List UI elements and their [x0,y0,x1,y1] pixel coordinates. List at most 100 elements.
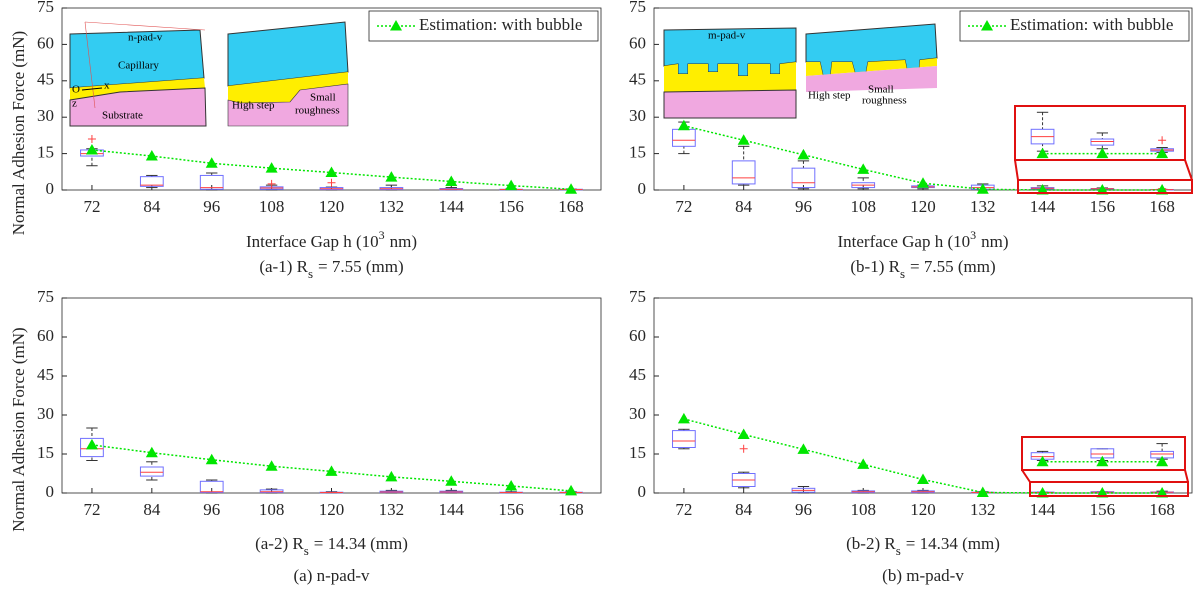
panel: 0 15 30 45 60 75 72 84 96 108 120 132 144 156 168 (b-2)… [629,287,1193,585]
estimate-marker [677,119,690,131]
box [791,167,816,189]
y-tick-label: 45 [37,365,54,384]
y-tick-label: 0 [638,179,647,198]
y-tick-label: 0 [46,482,55,501]
inset-m-pad-v: m-pad-v High step Small roughness [663,23,938,119]
x-tick-label: 84 [735,197,753,216]
y-tick-label: 75 [37,0,54,16]
estimate-marker [1156,147,1169,159]
x-tick-label: 144 [439,197,465,216]
estimate-marker [917,473,929,484]
x-tick-label: 84 [735,500,753,519]
y-tick-label: 60 [37,33,54,52]
x-tick-label: 72 [83,500,100,519]
estimate-marker [1096,147,1109,159]
inset-label: n-pad-v [128,32,163,44]
inset-label: roughness [862,95,907,107]
x-tick-label: 132 [970,197,996,216]
legend [368,10,599,42]
x-tick-label: 72 [83,197,100,216]
inset-label: High step [808,90,851,102]
x-tick-label: 120 [319,197,345,216]
x-tick-label: 96 [795,197,812,216]
estimate-marker [265,460,278,471]
x-tick-label: 72 [675,197,692,216]
estimate-marker [737,134,750,145]
y-tick-label: 75 [629,0,646,16]
estimate-marker [505,179,518,191]
y-tick-label: 15 [37,143,54,162]
y-tick-label: 45 [37,70,54,89]
estimate-marker [917,177,929,188]
estimate-marker [445,175,458,187]
panel-caption: (a) n-pad-v [294,566,370,585]
inset-label: roughness [295,105,340,117]
y-tick-label: 15 [629,143,646,162]
y-tick-label: 30 [629,106,646,125]
caption-sub: s [896,543,901,558]
zoom-source [1017,179,1193,194]
x-tick-label: 132 [379,500,405,519]
outlier [327,178,336,187]
x-tick-label: 168 [1149,197,1175,216]
box [731,160,756,185]
estimate-marker [976,486,989,497]
outlier [87,135,96,144]
panel-caption: (b) m-pad-v [882,566,964,585]
inset-label: m-pad-v [708,30,746,42]
x-tick-label: 84 [143,500,161,519]
box [139,466,164,477]
x-tick-label: 168 [558,197,584,216]
x-label-text: nm) [390,232,417,251]
x-tick-label: 96 [203,197,220,216]
outlier [267,179,276,188]
y-tick-label: 30 [37,404,54,423]
box [672,430,696,449]
x-tick-label: 156 [1090,500,1116,519]
x-tick-label: 96 [203,500,220,519]
y-tick-label: 75 [37,287,54,306]
estimate-marker [976,183,989,194]
caption: (b-2) Rs = 14.34 (mm) [846,534,1000,558]
box [139,176,164,187]
inset-label: Substrate [102,110,143,122]
x-tick-label: 144 [1030,197,1056,216]
caption: (a-1) Rs = 7.55 (mm) [259,257,403,281]
estimate-marker [145,446,158,458]
x-tick-label: 120 [910,500,936,519]
x-tick-label: 108 [850,500,876,519]
estimate-marker [1096,184,1109,195]
legend-marker [981,20,993,31]
estimate-marker [857,458,870,469]
estimate-marker [797,148,810,160]
estimate-marker [505,479,518,491]
estimate-marker [1036,184,1049,195]
x-tick-label: 144 [439,500,465,519]
x-label-text: Interface Gap h (10 [837,232,970,251]
x-tick-label: 156 [1090,197,1116,216]
inset-label: High step [232,100,275,112]
caption: (a-2) Rs = 14.34 (mm) [255,534,408,558]
caption-text: = 7.55 (mm) [910,257,996,276]
x-tick-label: 120 [910,197,936,216]
box [80,437,104,458]
inset-label: Small [310,92,336,104]
x-tick-label: 132 [970,500,996,519]
inset-label: x [104,80,110,92]
y-tick-label: 75 [629,287,646,306]
y-tick-label: 60 [629,33,646,52]
x-tick-label: 108 [259,197,285,216]
zoom-connector [1021,469,1189,483]
y-axis-label: Normal Adhesion Force (mN) [9,31,28,235]
caption-text: (b-1) R [850,257,900,276]
x-label-sup: 3 [379,228,385,242]
box [1090,138,1115,146]
y-tick-label: 15 [37,443,54,462]
legend-label: Estimation: with bubble [419,15,582,34]
x-tick-label: 120 [319,500,345,519]
estimate-marker [385,171,398,182]
caption-text: (a-1) R [259,257,308,276]
caption-sub: s [304,543,309,558]
inset-label: Capillary [118,60,159,72]
